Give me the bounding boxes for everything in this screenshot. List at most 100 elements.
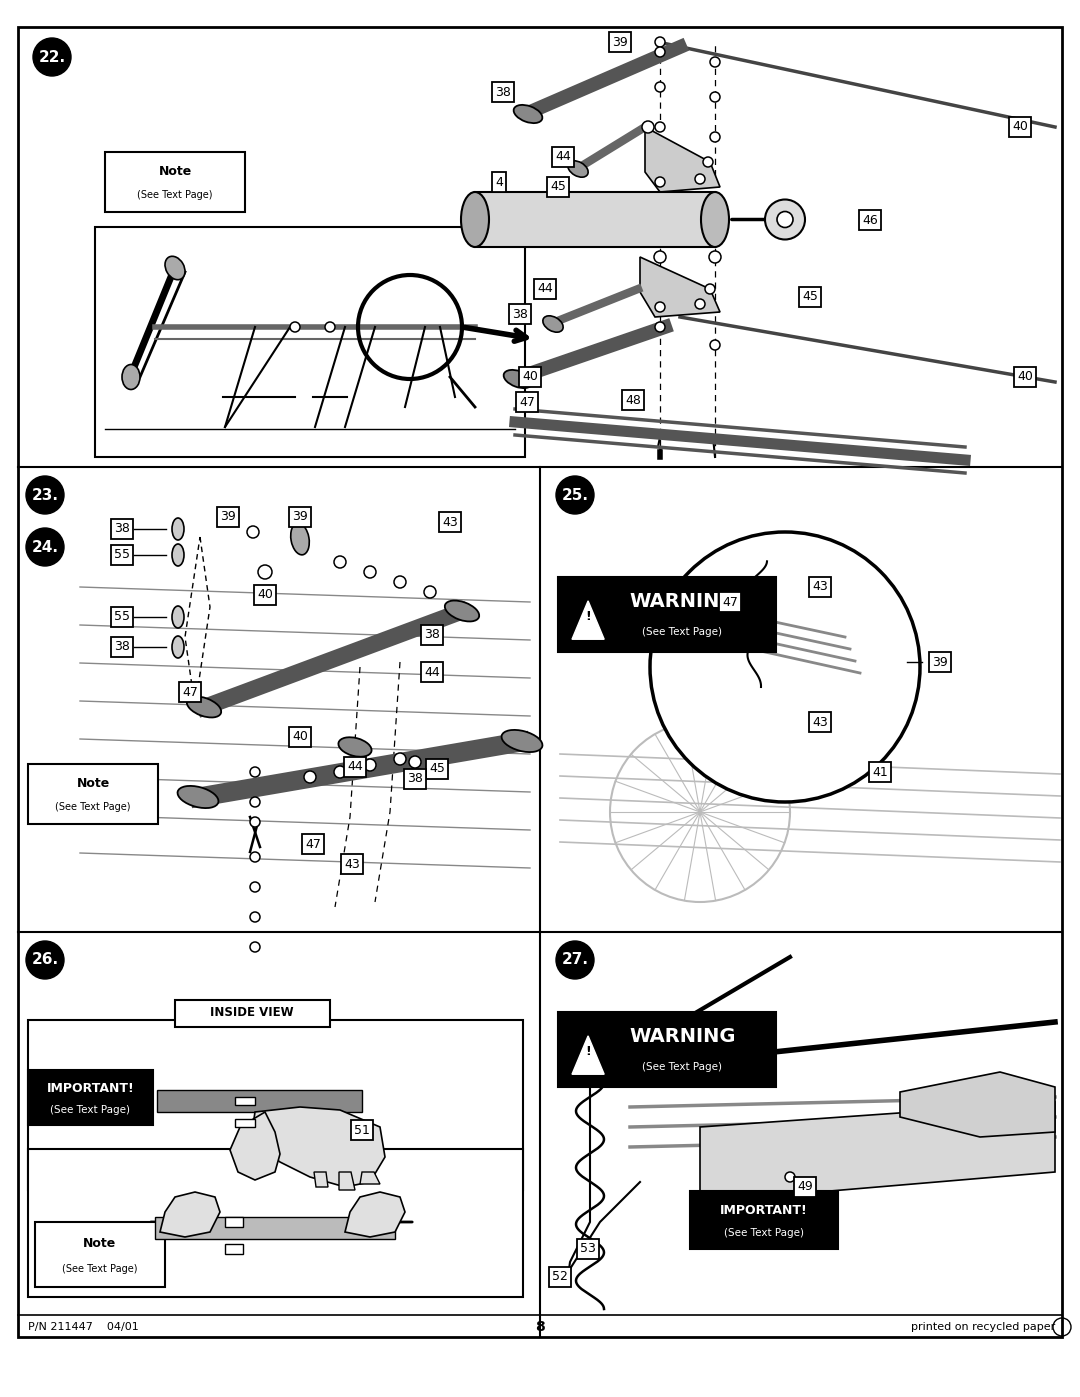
Text: !: ! [585,610,591,623]
Ellipse shape [501,729,542,752]
Bar [95,226,525,457]
Text: 8: 8 [535,1320,545,1334]
Bar [156,1217,395,1239]
Text: 4: 4 [495,176,503,189]
Ellipse shape [172,518,184,541]
Circle shape [249,942,260,951]
Circle shape [710,131,720,142]
Circle shape [777,211,793,228]
Text: 22.: 22. [39,49,66,64]
Polygon shape [700,1102,1055,1201]
Ellipse shape [291,522,309,555]
Text: 47: 47 [723,595,738,609]
Circle shape [26,942,64,979]
Circle shape [364,759,376,771]
Text: (See Text Page): (See Text Page) [643,1062,723,1071]
Circle shape [258,564,272,578]
Circle shape [785,1172,795,1182]
Circle shape [303,771,316,782]
Text: 45: 45 [802,291,818,303]
Text: 47: 47 [183,686,198,698]
Circle shape [654,321,665,332]
Text: 48: 48 [625,394,640,407]
Circle shape [26,476,64,514]
Text: (See Text Page): (See Text Page) [55,802,131,812]
Circle shape [247,527,259,538]
Polygon shape [230,1112,280,1180]
Circle shape [249,852,260,862]
Text: 40: 40 [257,588,273,602]
Text: 52: 52 [552,1270,568,1284]
Text: 39: 39 [292,510,308,524]
Circle shape [654,82,665,92]
Circle shape [654,251,666,263]
Text: 38: 38 [495,85,511,99]
Circle shape [696,175,705,184]
Circle shape [654,122,665,131]
Circle shape [708,251,721,263]
Text: printed on recycled paper: printed on recycled paper [910,1322,1055,1331]
Circle shape [703,156,713,168]
Circle shape [805,1187,815,1197]
Text: 39: 39 [932,655,948,669]
Text: 40: 40 [1017,370,1032,384]
Bar [105,152,245,212]
Circle shape [765,200,805,239]
Ellipse shape [177,787,218,807]
Ellipse shape [187,697,221,718]
Text: 38: 38 [407,773,423,785]
Text: 39: 39 [612,35,627,49]
Circle shape [642,122,654,133]
Text: 44: 44 [555,151,571,163]
Circle shape [409,756,421,768]
Polygon shape [160,1192,220,1236]
Bar [225,1217,243,1227]
Bar [35,1222,165,1287]
Bar [28,1070,153,1125]
Polygon shape [252,1106,384,1187]
Polygon shape [345,1192,405,1236]
Circle shape [291,321,300,332]
Circle shape [249,798,260,807]
Circle shape [394,753,406,766]
Bar [690,1192,838,1249]
Circle shape [654,36,665,47]
Text: 23.: 23. [31,488,58,503]
Text: 40: 40 [1012,120,1028,134]
Text: 40: 40 [292,731,308,743]
Circle shape [696,299,705,309]
Circle shape [249,882,260,893]
Text: (See Text Page): (See Text Page) [643,627,723,637]
Ellipse shape [338,738,372,757]
Ellipse shape [172,636,184,658]
Text: 43: 43 [812,715,828,728]
Text: 24.: 24. [31,539,58,555]
Text: !: ! [585,1045,591,1059]
Ellipse shape [503,370,532,388]
Bar [28,764,158,824]
Text: (See Text Page): (See Text Page) [63,1264,138,1274]
Circle shape [424,585,436,598]
Text: 49: 49 [797,1180,813,1193]
Text: 47: 47 [519,395,535,408]
Text: 47: 47 [305,837,321,851]
Bar [175,1000,330,1027]
Circle shape [654,177,665,187]
Ellipse shape [543,316,563,332]
Text: 46: 46 [862,214,878,226]
Text: 44: 44 [537,282,553,296]
Circle shape [710,339,720,351]
Text: IMPORTANT!: IMPORTANT! [46,1081,134,1095]
Ellipse shape [461,191,489,247]
Text: WARNING: WARNING [629,1027,735,1046]
Text: 38: 38 [114,640,130,654]
Circle shape [556,942,594,979]
Circle shape [364,566,376,578]
Bar [225,1243,243,1255]
Polygon shape [645,127,720,191]
Bar [558,577,777,652]
Text: 55: 55 [114,610,130,623]
Ellipse shape [514,105,542,123]
Text: (See Text Page): (See Text Page) [137,190,213,200]
Circle shape [650,532,920,802]
